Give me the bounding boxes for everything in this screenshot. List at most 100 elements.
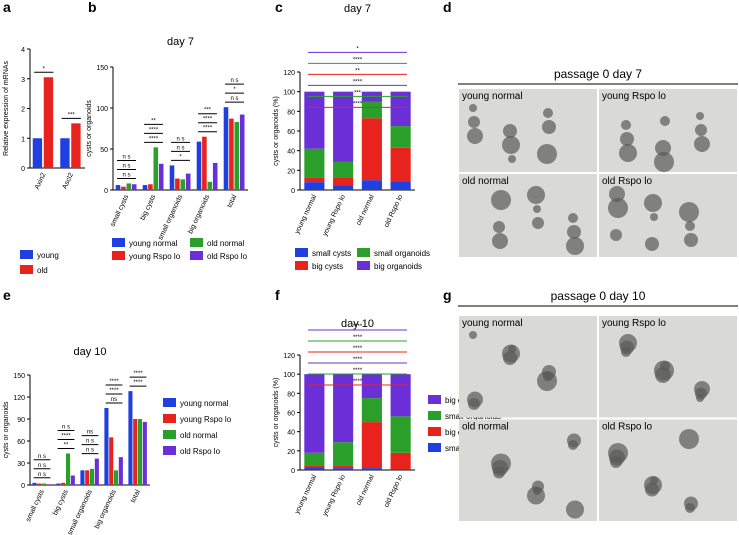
x-tick-label: big cysts (139, 193, 157, 221)
bar (180, 179, 186, 190)
y-tick-label: 0 (291, 468, 295, 475)
y-tick-label: 20 (287, 168, 295, 175)
y-tick-label: 0 (21, 483, 25, 490)
bar (142, 421, 147, 485)
x-tick-label: old Rspo lo (383, 474, 404, 509)
y-tick-label: 2 (21, 107, 25, 114)
y-tick-label: 60 (287, 129, 295, 136)
bar (114, 470, 119, 485)
bar (56, 483, 61, 485)
bar (126, 183, 132, 190)
y-tick-label: 40 (287, 149, 295, 156)
organoid (502, 136, 520, 154)
organoid (467, 391, 483, 408)
x-tick-label: small organoids (157, 193, 184, 241)
organoid (469, 331, 477, 339)
y-tick-label: 120 (283, 353, 295, 360)
legend-swatch (357, 261, 370, 270)
x-tick-label: old Rspo lo (383, 194, 404, 229)
bar-segment (304, 374, 325, 453)
organoid (621, 120, 631, 130)
y-tick-label: 4 (21, 47, 25, 54)
organoid (532, 480, 544, 493)
x-tick-label: small cysts (25, 488, 46, 522)
image-label: young normal (462, 91, 523, 102)
significance-label: **** (353, 346, 363, 352)
significance-label: **** (353, 101, 363, 107)
x-tick-label: young normal (294, 473, 318, 515)
bar (169, 165, 175, 190)
x-tick-label: total (226, 193, 238, 208)
bar (128, 391, 133, 485)
organoid (527, 186, 545, 204)
legend-swatch (295, 261, 308, 270)
bar-segment (361, 118, 382, 181)
organoid (568, 213, 578, 223)
bar-segment (361, 101, 382, 119)
organoid (650, 476, 658, 485)
organoid (542, 365, 556, 379)
bar-segment (304, 148, 325, 178)
legend-label: old Rspo lo (207, 252, 248, 261)
organoid (695, 124, 707, 136)
y-tick-label: 120 (283, 70, 295, 77)
organoid (660, 116, 670, 126)
organoid (469, 104, 477, 112)
bar (207, 181, 213, 190)
organoid (508, 345, 516, 353)
bar (60, 138, 70, 168)
bar-segment (361, 398, 382, 423)
legend-swatch (163, 414, 176, 423)
organoid (608, 198, 628, 218)
significance-label: **** (109, 388, 119, 394)
organoid (533, 205, 541, 213)
significance-label: n s (230, 96, 238, 102)
organoid (645, 237, 659, 251)
bar (148, 184, 153, 190)
legend-label: young normal (129, 239, 178, 248)
significance-label: *** (68, 112, 76, 118)
organoid (619, 334, 637, 352)
bar (42, 483, 47, 485)
significance-label: **** (203, 117, 213, 123)
bar-segment (304, 182, 325, 190)
image-label: young Rspo lo (602, 91, 666, 102)
bar-segment (390, 469, 411, 470)
legend-label: big organoids (374, 262, 422, 271)
organoid (610, 229, 622, 241)
image-label: young normal (462, 318, 523, 329)
legend-swatch (112, 251, 125, 260)
legend-label: old normal (180, 431, 218, 440)
legend-swatch (357, 248, 370, 257)
organoid (696, 112, 704, 120)
chart-title: day 10 (341, 318, 374, 330)
legend-label: young Rspo lo (180, 415, 232, 424)
y-tick-label: 60 (17, 439, 25, 446)
significance-label: n s (86, 439, 94, 445)
significance-label: **** (109, 379, 119, 385)
legend-swatch (20, 250, 33, 259)
significance-label: * (356, 46, 359, 52)
significance-label: **** (203, 126, 213, 132)
significance-label: n s (122, 163, 130, 169)
y-tick-label: 150 (13, 373, 25, 380)
y-tick-label: 120 (13, 395, 25, 402)
organoid (468, 116, 480, 128)
y-tick-label: 60 (287, 411, 295, 418)
organoid (566, 237, 584, 255)
organoid (620, 132, 634, 146)
organoid (684, 233, 698, 247)
y-tick-label: 20 (287, 449, 295, 456)
legend-label: old Rspo lo (180, 447, 221, 456)
bar-segment (304, 177, 325, 183)
x-tick-label: young Rspo lo (322, 474, 347, 518)
bar (94, 458, 99, 485)
significance-label: **** (353, 335, 363, 341)
significance-label: ns (87, 430, 93, 436)
bar-segment (361, 468, 382, 470)
y-tick-label: 1 (21, 136, 25, 143)
significance-label: **** (149, 127, 159, 133)
bar-segment (333, 177, 354, 186)
bar-segment (361, 180, 382, 190)
